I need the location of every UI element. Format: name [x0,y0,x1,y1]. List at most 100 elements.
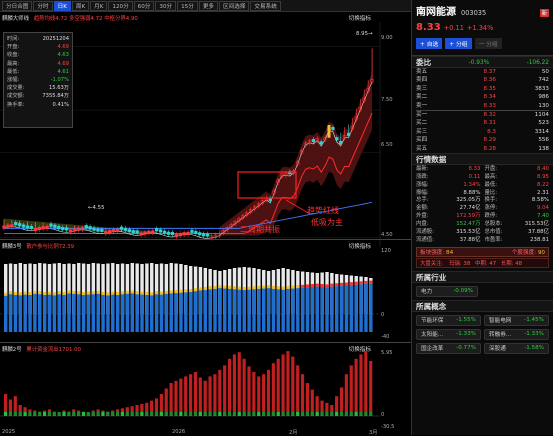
inflow-bar [208,412,212,416]
date-label-2026: 2026 [172,429,186,435]
tab-7[interactable]: 30分 [155,0,177,11]
retail-ratio-chart[interactable] [0,250,380,340]
asks-label: 卖四 [416,77,428,84]
outflow-bar [339,387,344,416]
asks-row[interactable]: 卖三 8.35 3833 [412,85,553,93]
asks-row[interactable]: 卖一 8.33 130 [412,102,553,110]
main-force-bar [349,285,354,332]
outflow-bar [213,374,217,416]
main-force-bar [276,289,281,332]
retail-bar [47,264,52,314]
stat-row: 涨幅: 1.34% [416,182,481,190]
bids-label: 买一 [416,111,428,118]
tab-1[interactable]: 分时 [33,0,53,11]
industry-title: 所属行业 [412,270,553,283]
inflow-bar [125,412,129,416]
chart-area[interactable]: 麒麟大师线 趋势均线4.72 多空强弱4.72 中枢分界4.90 切换指标 9.… [0,12,411,436]
stat-row: 总市值: 37.88亿 [485,229,550,237]
retail-bar [62,264,66,314]
low-axis-zero: 0 [381,412,385,418]
stat-row: 量比: 2.31 [485,190,550,198]
concept-pill[interactable]: 转融券... -1.33% [484,328,549,340]
outflow-bar [252,372,256,416]
tab-11[interactable]: 交易系统 [250,0,281,11]
main-force-bar [252,289,256,332]
stat-row: 开盘: 8.40 [485,166,550,174]
tab-3[interactable]: 周K [71,0,90,11]
bids-row[interactable]: 买四 8.29 556 [412,136,553,144]
candlestick-chart[interactable] [0,22,411,247]
retail-bar [120,263,125,314]
outflow-bar [232,354,236,416]
bids-row[interactable]: 买五 8.28 138 [412,145,553,153]
asks-row[interactable]: 卖五 8.37 50 [412,68,553,76]
info-value: 0.41% [52,101,69,108]
concept-pill[interactable]: 国企改革 -0.77% [416,342,481,354]
tab-10[interactable]: 区间选择 [219,0,250,11]
main-force-bar [242,290,246,332]
asks-row[interactable]: 卖二 8.34 986 [412,93,553,101]
main-force-bar [296,288,300,332]
tab-9[interactable]: 更多 [198,0,219,11]
tab-5[interactable]: 120分 [108,0,133,11]
inflow-bar [159,412,163,416]
high-price-label: 8.95→ [356,31,373,37]
concept-pill[interactable]: 智能电网 -1.45% [484,314,549,326]
low-switch-indicator-button[interactable]: 切换指标 [348,347,371,353]
concept-pct: -1.55% [456,317,476,324]
info-value: -1.07% [50,76,69,83]
inflow-bar [218,412,222,416]
retail-bar [140,264,144,314]
inflow-bar [23,412,27,416]
retail-bar [52,263,57,314]
inflow-bar [62,412,66,416]
remove-group-button[interactable]: 一 分组 [474,38,502,49]
inflow-bar [130,412,134,416]
main-force-cap [28,292,32,295]
tab-8[interactable]: 15分 [177,0,198,11]
mid-switch-indicator-button[interactable]: 切换指标 [348,244,371,250]
bid-list: 买一 8.32 1104 买二 8.31 523 买三 8.3 3314 买四 8.29 556 买五 8… [412,111,553,153]
add-watchlist-button[interactable]: + 自选 [416,38,443,49]
axis-label-7-5: 7.50 [381,97,393,103]
concept-pill[interactable]: 太阳能... -1.33% [416,328,481,340]
main-switch-indicator-button[interactable]: 切换指标 [348,16,371,22]
low-indicator-name: 麒麟2号 [2,347,22,353]
outflow-bar [184,376,188,416]
tab-4[interactable]: 月K [90,0,108,11]
stat-key: 流通值: [416,236,434,243]
main-force-bar [291,288,295,332]
bids-row[interactable]: 买二 8.31 523 [412,119,553,127]
industry-pill[interactable]: 电力 -0.09% [416,285,478,297]
bids-row[interactable]: 买一 8.32 1104 [412,111,553,119]
concept-name: 转融券... [489,332,512,339]
tab-0[interactable]: 分日合图 [2,0,33,11]
stat-row: 流通股: 315.53亿 [416,229,481,237]
fund-outflow-chart[interactable] [0,350,380,432]
concept-pill[interactable]: 节能环保 -1.55% [416,314,481,326]
outflow-bar [174,380,178,416]
market-attention-label: 大盘关注: [420,260,444,267]
main-force-cap [135,291,139,295]
main-force-bar [179,292,183,332]
main-force-cap [189,288,193,292]
main-force-bar [227,288,232,332]
main-force-cap [125,290,130,294]
bids-row[interactable]: 买三 8.3 3314 [412,128,553,136]
tab-6[interactable]: 60分 [133,0,155,11]
concept-pill[interactable]: 深股通 -1.58% [484,342,549,354]
add-group-button[interactable]: + 分组 [445,38,472,49]
main-force-cap [223,285,227,289]
info-key: 开盘: [7,44,20,51]
main-force-bar [135,294,139,332]
bids-price: 8.29 [483,137,496,144]
market-attention-long: 长期: 48 [500,260,523,267]
inflow-bar [300,412,305,416]
outflow-bar [349,365,353,416]
main-force-cap [184,289,188,293]
retail-bar [38,263,42,314]
inflow-bar [242,412,246,416]
tab-2[interactable]: 日K [53,0,71,11]
main-force-bar [193,291,198,332]
asks-row[interactable]: 卖四 8.36 742 [412,76,553,84]
